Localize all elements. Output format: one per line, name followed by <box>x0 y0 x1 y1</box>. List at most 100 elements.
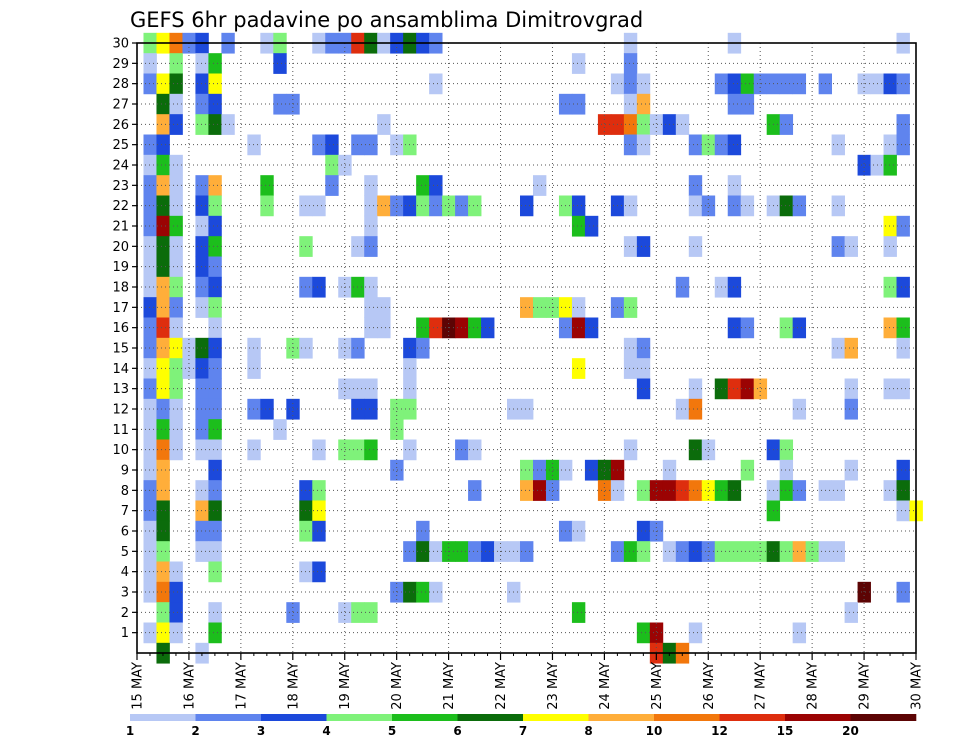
heatmap-cell <box>688 195 703 217</box>
heatmap-cell <box>896 114 910 135</box>
colorbar-swatch <box>130 714 196 721</box>
colorbar-swatch <box>654 714 720 721</box>
heatmap-cell <box>208 459 222 481</box>
heatmap-cell <box>636 73 651 95</box>
heatmap-cell <box>260 398 274 420</box>
heatmap-cell <box>195 541 209 562</box>
heatmap-cell <box>779 195 794 217</box>
heatmap-cell <box>364 297 378 318</box>
heatmap-cell <box>883 378 897 400</box>
heatmap-cell <box>481 541 495 562</box>
heatmap-cell <box>883 154 897 176</box>
heatmap-cell <box>468 541 482 562</box>
heatmap-cell <box>143 561 157 583</box>
heatmap-cell <box>208 520 222 542</box>
heatmap-cell <box>896 378 910 400</box>
heatmap-cell <box>688 398 703 420</box>
colorbar-swatch <box>392 714 458 721</box>
heatmap-cell <box>156 337 170 359</box>
heatmap-cell <box>247 398 261 420</box>
heatmap-cell <box>571 215 586 237</box>
y-tick-label: 16 <box>112 321 129 336</box>
colorbar-swatch <box>195 714 262 721</box>
heatmap-cell <box>364 215 378 237</box>
heatmap-cell <box>169 276 183 298</box>
heatmap-cell <box>636 236 651 257</box>
heatmap-cell <box>364 134 378 156</box>
heatmap-cell <box>520 398 534 420</box>
y-tick-label: 17 <box>112 301 129 316</box>
heatmap-cell <box>156 358 170 379</box>
heatmap-cell <box>208 439 222 461</box>
heatmap-cell <box>195 378 209 400</box>
heatmap-cell <box>792 480 807 501</box>
heatmap-cell <box>727 73 742 95</box>
heatmap-cell <box>597 480 612 501</box>
heatmap-cell <box>636 378 651 400</box>
heatmap-cell <box>896 337 910 359</box>
heatmap-cell <box>208 500 222 522</box>
heatmap-cell <box>429 73 443 95</box>
heatmap-cell <box>143 439 157 461</box>
heatmap-cell <box>416 195 430 217</box>
heatmap-cell <box>195 195 209 217</box>
heatmap-cell <box>831 480 845 501</box>
heatmap-cell <box>143 256 157 278</box>
heatmap-cell <box>857 581 871 603</box>
heatmap-cell <box>143 358 157 379</box>
colorbar-swatch <box>261 714 327 721</box>
heatmap-cell <box>675 480 690 501</box>
heatmap-cell <box>143 236 157 257</box>
heatmap-cell <box>623 439 638 461</box>
heatmap-cell <box>195 53 209 74</box>
heatmap-cell <box>143 541 157 562</box>
heatmap-cell <box>156 500 170 522</box>
heatmap-cell <box>844 602 858 623</box>
heatmap-cell <box>390 581 404 603</box>
heatmap-cell <box>883 480 897 501</box>
x-tick-label: 24 MAY <box>598 662 613 710</box>
heatmap-cell <box>390 419 404 440</box>
colorbar-label: 20 <box>842 724 859 738</box>
heatmap-cell <box>571 297 586 318</box>
heatmap-cell <box>636 480 651 501</box>
heatmap-cell <box>623 337 638 359</box>
y-tick-label: 27 <box>112 98 129 113</box>
heatmap-cell <box>597 459 612 481</box>
heatmap-cell <box>571 53 586 74</box>
heatmap-cell <box>792 541 807 562</box>
heatmap-cell <box>208 378 222 400</box>
heatmap-cell <box>520 195 534 217</box>
heatmap-cell <box>649 480 664 501</box>
heatmap-cell <box>883 236 897 257</box>
heatmap-cell <box>169 236 183 257</box>
heatmap-cell <box>753 378 768 400</box>
heatmap-cell <box>156 459 170 481</box>
heatmap-cell <box>247 439 261 461</box>
heatmap-cell <box>429 195 443 217</box>
colorbar-label: 3 <box>257 724 265 738</box>
heatmap-cell <box>195 398 209 420</box>
heatmap-cell <box>740 541 755 562</box>
heatmap-cell <box>169 419 183 440</box>
heatmap-cell <box>883 134 897 156</box>
heatmap-cell <box>831 134 845 156</box>
heatmap-cell <box>896 134 910 156</box>
heatmap-cell <box>727 175 742 196</box>
x-tick-label: 18 MAY <box>286 662 301 710</box>
y-tick-label: 8 <box>121 484 129 499</box>
heatmap-cell <box>377 317 391 339</box>
heatmap-cell <box>364 439 378 461</box>
x-tick-label: 29 MAY <box>858 662 873 710</box>
heatmap-cell <box>792 398 807 420</box>
heatmap-cell <box>195 93 209 115</box>
heatmap-cell <box>156 480 170 501</box>
heatmap-cell <box>844 459 858 481</box>
heatmap-cell <box>156 398 170 420</box>
heatmap-cell <box>364 398 378 420</box>
heatmap-cell <box>156 520 170 542</box>
heatmap-cell <box>143 500 157 522</box>
x-tick-label: 28 MAY <box>806 662 821 710</box>
heatmap-cell <box>623 134 638 156</box>
heatmap-cell <box>623 114 638 135</box>
